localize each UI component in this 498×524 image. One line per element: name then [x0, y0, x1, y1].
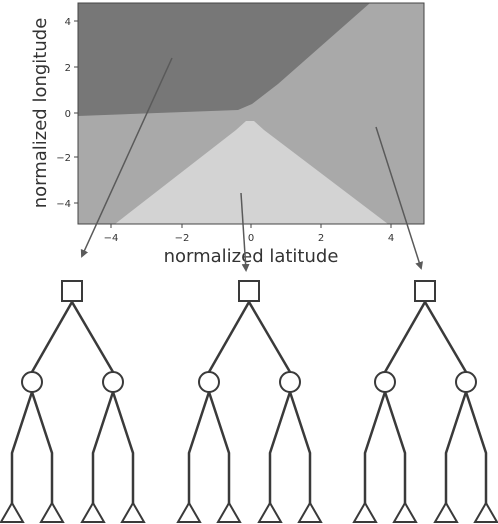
y-axis-label: normalized longitude: [30, 18, 51, 209]
inner-node-circle: [21, 371, 43, 393]
tree-1: [0, 280, 146, 523]
leaf-triangle: [176, 501, 202, 523]
root-node-square: [414, 280, 436, 302]
y-tick-label: −2: [56, 153, 71, 164]
arrow-center: [240, 192, 250, 272]
inner-node-circle: [102, 371, 124, 393]
inner-node-circle: [455, 371, 477, 393]
x-tick-label: 2: [318, 233, 324, 244]
root-node-square: [238, 280, 260, 302]
tree-edge: [10, 391, 34, 505]
tree-edge: [30, 301, 74, 373]
tree-edge: [70, 301, 115, 373]
tree-edge: [268, 391, 292, 505]
leaf-triangle: [216, 501, 242, 523]
root-node-square: [61, 280, 83, 302]
leaf-triangle: [352, 501, 378, 523]
heatmap-plot: [77, 2, 425, 225]
x-axis-ticks: −4 −2 0 2 4: [104, 224, 394, 244]
arrow-left: [80, 57, 173, 258]
leaf-triangle: [297, 501, 323, 523]
arrow-right: [375, 126, 423, 270]
tree-edge: [444, 391, 468, 505]
tree-edge: [30, 391, 54, 505]
tree-3: [352, 280, 498, 523]
tree-edge: [383, 301, 427, 373]
tree-edge: [383, 391, 407, 505]
tree-edge: [363, 391, 387, 505]
tree-2: [176, 280, 323, 523]
tree-edge: [187, 391, 211, 505]
decision-trees: [0, 280, 498, 523]
tree-edge: [247, 301, 292, 373]
x-tick-label: −4: [104, 233, 119, 244]
y-axis-ticks: 4 2 0 −2 −4: [56, 17, 78, 210]
region-lower-wedge: [115, 121, 388, 224]
x-tick-label: −2: [175, 233, 190, 244]
tree-edge: [207, 391, 231, 505]
tree-edge: [207, 301, 251, 373]
inner-node-circle: [198, 371, 220, 393]
tree-edge: [91, 391, 115, 505]
leaf-triangle: [39, 501, 65, 523]
leaf-triangle: [257, 501, 283, 523]
region-middle-band: [78, 3, 424, 224]
leaf-triangle: [473, 501, 498, 523]
x-tick-label: 4: [388, 233, 394, 244]
leaf-triangle: [392, 501, 418, 523]
tree-edge: [111, 391, 135, 505]
tree-edge: [423, 301, 468, 373]
tree-edge: [288, 391, 312, 505]
leaf-triangle: [433, 501, 459, 523]
leaf-triangle: [80, 501, 106, 523]
y-tick-label: 0: [65, 109, 71, 120]
leaf-triangle: [120, 501, 146, 523]
tree-edge: [464, 391, 488, 505]
y-tick-label: 2: [65, 63, 71, 74]
y-tick-label: 4: [65, 17, 71, 28]
arrows: [80, 57, 423, 272]
leaf-triangle: [0, 501, 25, 523]
inner-node-circle: [374, 371, 396, 393]
x-tick-label: 0: [248, 233, 254, 244]
inner-node-circle: [279, 371, 301, 393]
x-axis-label: normalized latitude: [164, 246, 339, 267]
y-tick-label: −4: [56, 199, 71, 210]
